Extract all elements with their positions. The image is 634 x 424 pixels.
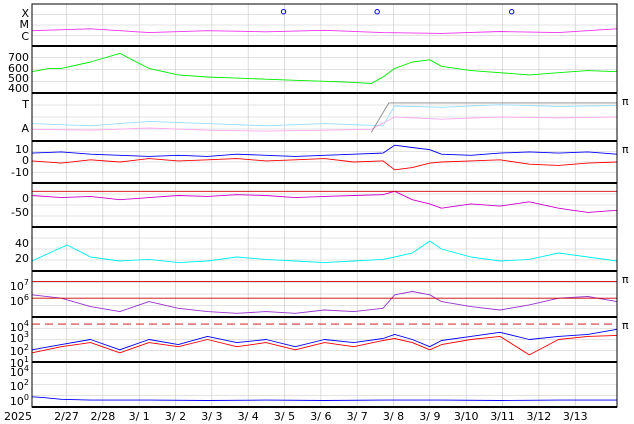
y-tick-exponent: 4 — [24, 319, 29, 328]
x-tick-label: 3/ 7 — [347, 410, 368, 423]
y-tick-label: 700 — [8, 51, 29, 64]
x-tick-label: 3/ 2 — [165, 410, 186, 423]
y-tick-label: 500 — [8, 72, 29, 85]
y-tick-label: A — [21, 122, 29, 135]
x-tick-label: 3/11 — [490, 410, 515, 423]
flare-marker — [509, 9, 515, 15]
flare-marker — [280, 9, 287, 15]
series-line — [31, 158, 618, 171]
y-tick-label: -50 — [11, 206, 29, 219]
panel-right-label: π — [622, 143, 629, 156]
series-line — [31, 328, 618, 351]
y-tick-label: C — [21, 30, 29, 43]
y-tick-label: 102 — [10, 378, 29, 393]
y-tick-exponent: 3 — [24, 330, 29, 339]
y-tick-label: X — [21, 7, 29, 20]
grid-layer — [32, 4, 617, 407]
series-line — [31, 104, 618, 127]
series-layer — [31, 9, 618, 401]
y-tick-label: -10 — [11, 166, 29, 179]
y-tick-label: 100 — [10, 393, 29, 408]
frame-layer — [31, 3, 618, 408]
y-tick-label: 40 — [15, 237, 29, 250]
panel-right-label: π — [622, 273, 629, 286]
panel-right-label: π — [622, 319, 629, 332]
y-tick-exponent: 0 — [24, 393, 29, 402]
x-tick-label: 3/10 — [454, 410, 479, 423]
x-tick-label: 3/ 1 — [129, 410, 150, 423]
series-line — [31, 52, 618, 84]
series-line — [31, 190, 618, 213]
x-tick-label: 3/ 4 — [238, 410, 259, 423]
y-tick-label: 400 — [8, 82, 29, 95]
label-layer: 2/27 2/28 3/ 1 3/ 2 3/ 3 3/ 4 3/ 5 3/ 6 3/ 7 3/ 8… — [8, 7, 629, 423]
flare-marker — [374, 9, 380, 15]
x-tick-label: 3/ 6 — [310, 410, 331, 423]
series-line — [31, 291, 618, 314]
series-line — [31, 116, 618, 132]
y-tick-exponent: 4 — [24, 364, 29, 373]
y-tick-exponent: 7 — [24, 278, 29, 287]
y-tick-exponent: 2 — [24, 378, 29, 387]
y-tick-label: 107 — [10, 278, 29, 293]
x-tick-label: 2/27 — [54, 410, 79, 423]
x-tick-label: 3/13 — [563, 410, 588, 423]
x-tick-label: 2/28 — [91, 410, 116, 423]
y-tick-label: 10 — [15, 143, 29, 156]
y-tick-label: T — [21, 98, 29, 111]
y-tick-label: 104 — [10, 364, 29, 379]
series-line — [370, 102, 617, 133]
panel-right-label: π — [622, 95, 629, 108]
y-tick-label: 20 — [15, 252, 29, 265]
x-tick-label: 3/ 5 — [274, 410, 295, 423]
x-tick-label: 3/ 8 — [383, 410, 404, 423]
x-axis-year-label: 2025 — [4, 410, 32, 423]
y-tick-label: 0 — [22, 192, 29, 205]
y-tick-label: 600 — [8, 62, 29, 75]
series-line — [31, 396, 617, 401]
series-line — [31, 240, 618, 264]
series-line — [31, 144, 618, 157]
y-tick-label: M — [20, 18, 30, 31]
series-line — [31, 28, 618, 34]
series-line — [31, 334, 618, 356]
y-tick-label: 0 — [22, 154, 29, 167]
y-tick-exponent: 6 — [24, 293, 29, 302]
y-tick-exponent: 2 — [24, 343, 29, 352]
y-tick-exponent: 1 — [24, 355, 29, 364]
x-tick-label: 3/ 9 — [419, 410, 440, 423]
y-tick-label: 106 — [10, 293, 29, 308]
x-tick-label: 3/12 — [527, 410, 552, 423]
x-tick-label: 3/ 3 — [201, 410, 222, 423]
